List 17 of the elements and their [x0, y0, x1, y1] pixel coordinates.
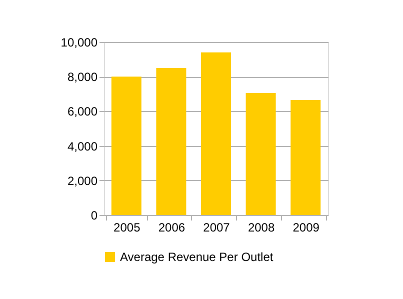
x-tick-label: 2008	[248, 220, 275, 234]
x-tick-label: 2009	[292, 220, 320, 234]
x-tick-label: 2005	[114, 220, 141, 234]
bar	[111, 76, 142, 215]
y-tick-label: 4,000	[67, 139, 98, 154]
y-tick-label: 2,000	[67, 174, 98, 188]
y-tick-label: 6,000	[67, 104, 98, 119]
y-tick-label: 0	[90, 208, 98, 222]
bar	[156, 68, 186, 215]
y-tick-label: 8,000	[67, 70, 98, 84]
legend-label: Average Revenue Per Outlet	[120, 250, 274, 264]
bar	[290, 100, 321, 215]
y-tick-label: 10,000	[60, 36, 98, 50]
x-tick-label: 2006	[158, 220, 186, 234]
bar	[201, 52, 231, 215]
x-tick-label: 2007	[203, 220, 230, 234]
bar	[246, 93, 276, 215]
